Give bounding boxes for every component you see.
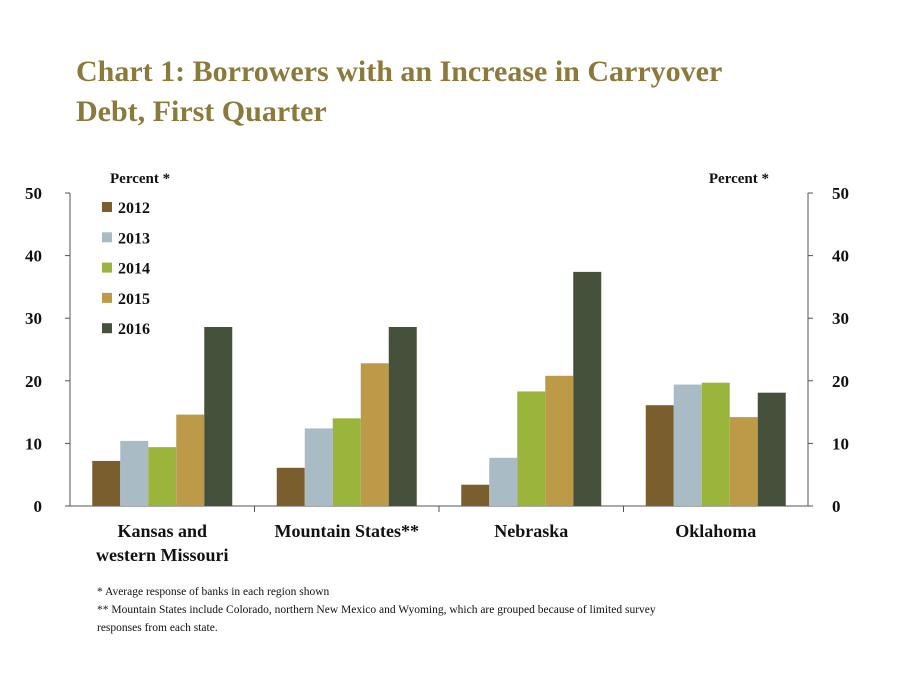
chart-title-line-1: Chart 1: Borrowers with an Increase in C…: [76, 55, 723, 88]
y-tick-label-right: 30: [832, 309, 849, 328]
chart-title: Chart 1: Borrowers with an Increase in C…: [76, 52, 856, 132]
bar-2015-3: [729, 417, 758, 506]
legend-swatch-2013: [102, 232, 112, 243]
bar-2015-1: [360, 363, 389, 506]
bar-2014-2: [517, 391, 546, 506]
x-category-label: Nebraska: [494, 521, 568, 541]
bar-2013-3: [673, 384, 702, 506]
legend-label-2012: 2012: [118, 200, 150, 217]
bar-2014-3: [701, 382, 730, 506]
y-tick-label-right: 40: [832, 247, 849, 266]
y-tick-label-left: 0: [34, 497, 43, 516]
x-category-label: Kansas and: [117, 521, 207, 541]
chart-title-line-2: Debt, First Quarter: [76, 95, 327, 128]
y-tick-label-right: 20: [832, 372, 849, 391]
x-category-label: western Missouri: [96, 545, 228, 565]
footnotes: * Average response of banks in each regi…: [97, 583, 837, 637]
legend-label-2014: 2014: [118, 261, 150, 278]
footnote-1: * Average response of banks in each regi…: [97, 586, 330, 598]
bar-2012-1: [276, 467, 305, 506]
bar-2015-2: [545, 375, 574, 506]
bar-2016-1: [388, 326, 417, 506]
y-tick-label-right: 0: [832, 497, 841, 516]
bar-2014-1: [332, 418, 361, 506]
bar-2013-1: [304, 428, 333, 506]
y-tick-label-left: 20: [25, 372, 42, 391]
bar-2015-0: [176, 414, 205, 506]
y-tick-label-right: 10: [832, 434, 849, 453]
legend-swatch-2015: [102, 292, 112, 303]
bar-2016-0: [204, 326, 233, 506]
y-axis-label-left: Percent *: [110, 171, 170, 187]
y-tick-label-left: 40: [25, 247, 42, 266]
y-tick-label-left: 10: [25, 434, 42, 453]
y-axis-label-right: Percent *: [709, 171, 769, 187]
bar-2012-2: [461, 484, 490, 506]
legend-swatch-2012: [102, 202, 112, 212]
footnote-2: ** Mountain States include Colorado, nor…: [97, 604, 656, 616]
bar-2012-3: [645, 405, 674, 506]
bar-2013-0: [120, 440, 149, 506]
legend-label-2016: 2016: [118, 321, 150, 338]
bar-2016-2: [573, 271, 602, 506]
y-tick-label-left: 30: [25, 309, 42, 328]
x-category-label: Mountain States**: [274, 521, 419, 541]
y-tick-label-right: 50: [832, 184, 849, 203]
bar-2012-0: [92, 460, 121, 506]
x-category-label: Oklahoma: [675, 521, 756, 541]
bar-2014-0: [148, 447, 177, 506]
y-tick-label-left: 50: [25, 184, 42, 203]
bar-2016-3: [757, 392, 786, 506]
legend-swatch-2016: [102, 323, 112, 334]
legend-label-2015: 2015: [118, 291, 150, 308]
legend-label-2013: 2013: [118, 230, 150, 247]
bar-2013-2: [489, 457, 518, 506]
legend-swatch-2014: [102, 262, 112, 273]
footnote-3: responses from each state.: [97, 622, 218, 634]
